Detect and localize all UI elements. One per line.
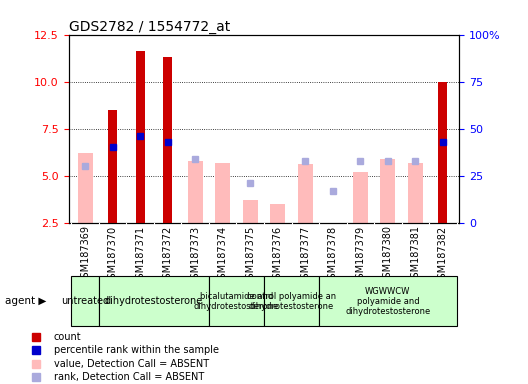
Bar	[298, 164, 313, 223]
Text: bicalutamide and
dihydrotestosterone: bicalutamide and dihydrotestosterone	[194, 292, 279, 311]
Bar	[243, 200, 258, 223]
Bar	[215, 162, 230, 223]
Text: percentile rank within the sample: percentile rank within the sample	[54, 345, 219, 356]
Text: GSM187373: GSM187373	[190, 225, 200, 285]
Text: GSM187377: GSM187377	[300, 225, 310, 285]
Text: GDS2782 / 1554772_at: GDS2782 / 1554772_at	[69, 20, 230, 33]
Text: agent ▶: agent ▶	[5, 296, 46, 306]
Text: GSM187372: GSM187372	[163, 225, 173, 285]
Text: GSM187376: GSM187376	[273, 225, 283, 285]
Bar	[438, 82, 447, 223]
Text: GSM187382: GSM187382	[438, 225, 448, 285]
Text: GSM187379: GSM187379	[355, 225, 365, 285]
Text: dihydrotestosterone: dihydrotestosterone	[105, 296, 203, 306]
Text: GSM187370: GSM187370	[108, 225, 118, 285]
Text: rank, Detection Call = ABSENT: rank, Detection Call = ABSENT	[54, 372, 204, 382]
Bar	[353, 172, 368, 223]
Text: WGWWCW
polyamide and
dihydrotestosterone: WGWWCW polyamide and dihydrotestosterone	[345, 286, 430, 316]
Bar	[270, 204, 285, 223]
Text: GSM187374: GSM187374	[218, 225, 228, 285]
Text: GSM187369: GSM187369	[80, 225, 90, 285]
Bar	[78, 153, 93, 223]
Text: GSM187378: GSM187378	[328, 225, 338, 285]
Text: value, Detection Call = ABSENT: value, Detection Call = ABSENT	[54, 359, 209, 369]
Bar	[319, 276, 457, 326]
Bar	[163, 57, 172, 223]
Bar	[209, 276, 264, 326]
Bar	[187, 161, 203, 223]
Bar	[99, 276, 209, 326]
Text: GSM187371: GSM187371	[135, 225, 145, 285]
Text: untreated: untreated	[61, 296, 109, 306]
Text: control polyamide an
dihydrotestosterone: control polyamide an dihydrotestosterone	[247, 292, 336, 311]
Bar	[380, 159, 395, 223]
Text: count: count	[54, 332, 82, 342]
Bar	[108, 110, 117, 223]
Text: GSM187375: GSM187375	[245, 225, 255, 285]
Bar	[264, 276, 319, 326]
Text: GSM187380: GSM187380	[383, 225, 393, 285]
Bar	[71, 276, 99, 326]
Bar	[136, 51, 145, 223]
Text: GSM187381: GSM187381	[410, 225, 420, 285]
Bar	[408, 162, 423, 223]
